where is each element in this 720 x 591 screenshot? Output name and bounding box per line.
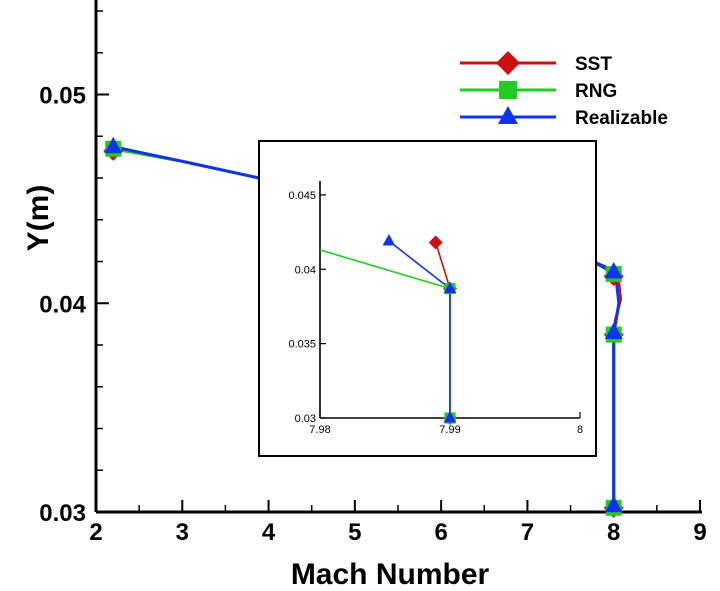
legend-label-sst: SST [575,54,612,75]
y-tick-label: 0.04 [39,291,86,318]
inset-point-realizable [443,411,457,423]
x-tick-label: 3 [176,519,189,546]
inset-markers-group [382,233,457,425]
point-realizable [104,136,123,154]
inset-y-tick-label: 0.03 [295,413,316,425]
legend-marker-rng [499,81,517,99]
inset-x-tick-label: 7.99 [439,424,460,436]
inset-point-sst [428,235,443,250]
inset-point-realizable [443,281,457,294]
y-tick-label: 0.05 [39,83,86,110]
point-realizable [604,495,623,513]
main-ticks [95,10,701,513]
inset-frame [258,140,597,457]
x-tick-label: 6 [434,519,447,546]
legend-marker-realizable [498,106,518,124]
legend-label-rng: RNG [575,81,617,102]
inset-y-tick-label: 0.045 [288,190,316,202]
inset-x-tick-label: 7.98 [309,424,330,436]
inset-y-tick-label: 0.035 [288,339,316,351]
x-tick-label: 8 [607,519,620,546]
point-realizable [604,261,623,279]
main-axes: 2 3 4 5 6 7 8 9 0.03 0.04 0.05 Mach Number Y(m) [22,0,707,591]
inset-tick-labels: 7.98 7.99 8 0.03 0.035 0.04 0.045 [288,190,583,436]
inset-y-tick-label: 0.04 [295,264,316,276]
x-axis-label: Mach Number [291,558,490,586]
legend-marker-sst [496,51,520,75]
legend-label-realizable: Realizable [575,108,668,129]
inset-point-realizable [382,233,396,246]
y-tick-label: 0.03 [39,500,86,527]
x-tick-label: 5 [348,519,361,546]
x-tick-label: 2 [89,519,102,546]
x-tick-label: 9 [693,519,706,546]
inset-chart: 7.98 7.99 8 0.03 0.035 0.04 0.045 [258,140,597,457]
y-axis-label: Y(m) [22,185,55,252]
main-tick-labels: 2 3 4 5 6 7 8 9 0.03 0.04 0.05 [39,83,706,547]
x-tick-label: 4 [262,519,276,546]
legend: SST RNG Realizable [460,51,668,129]
x-tick-label: 7 [521,519,534,546]
point-realizable [604,322,623,339]
inset-x-tick-label: 8 [577,424,583,436]
